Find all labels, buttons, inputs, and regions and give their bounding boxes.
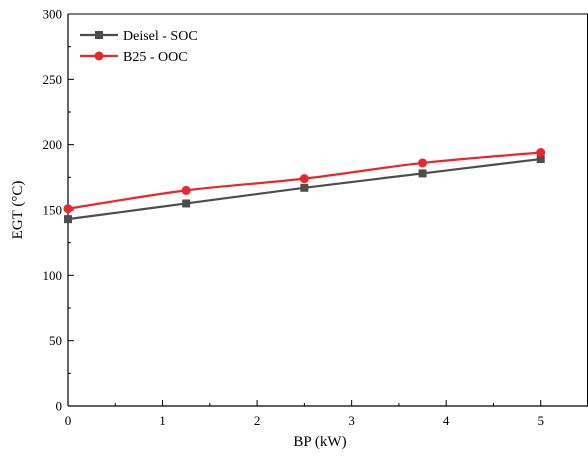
x-axis-title: BP (kW) <box>293 434 346 450</box>
data-point-b25-ooc <box>536 148 546 158</box>
data-point-b25-ooc <box>418 158 428 168</box>
y-tick-label: 300 <box>43 7 63 22</box>
data-point-diesel-soc <box>418 169 427 178</box>
data-point-b25-ooc <box>63 204 73 214</box>
data-point-diesel-soc <box>536 155 545 164</box>
data-point-diesel-soc <box>64 215 72 224</box>
y-tick-label: 0 <box>56 399 63 414</box>
legend: Deisel - SOC B25 - OOC <box>80 29 198 65</box>
legend-marker-b25-ooc <box>94 51 104 61</box>
y-axis-title: EGT (°C) <box>10 181 26 240</box>
x-tick-label: 2 <box>254 413 261 428</box>
data-point-diesel-soc <box>300 183 309 192</box>
x-tick-label: 4 <box>443 413 450 428</box>
data-point-b25-ooc <box>181 185 191 195</box>
data-point-diesel-soc <box>182 199 191 208</box>
y-tick-label: 200 <box>43 137 63 152</box>
x-tick-label: 1 <box>159 413 166 428</box>
y-tick-label: 50 <box>49 333 62 348</box>
x-tick-label: 0 <box>65 413 72 428</box>
x-tick-label: 3 <box>348 413 355 428</box>
legend-marker-diesel-soc <box>95 31 103 39</box>
y-tick-label: 250 <box>43 72 63 87</box>
legend-label-b25-ooc: B25 - OOC <box>123 50 188 65</box>
x-tick-label: 5 <box>537 413 544 428</box>
y-tick-label: 150 <box>43 203 63 218</box>
plot-marks <box>63 148 546 224</box>
data-point-b25-ooc <box>299 174 309 184</box>
legend-label-diesel-soc: Deisel - SOC <box>123 29 198 44</box>
y-tick-label: 100 <box>43 268 63 283</box>
